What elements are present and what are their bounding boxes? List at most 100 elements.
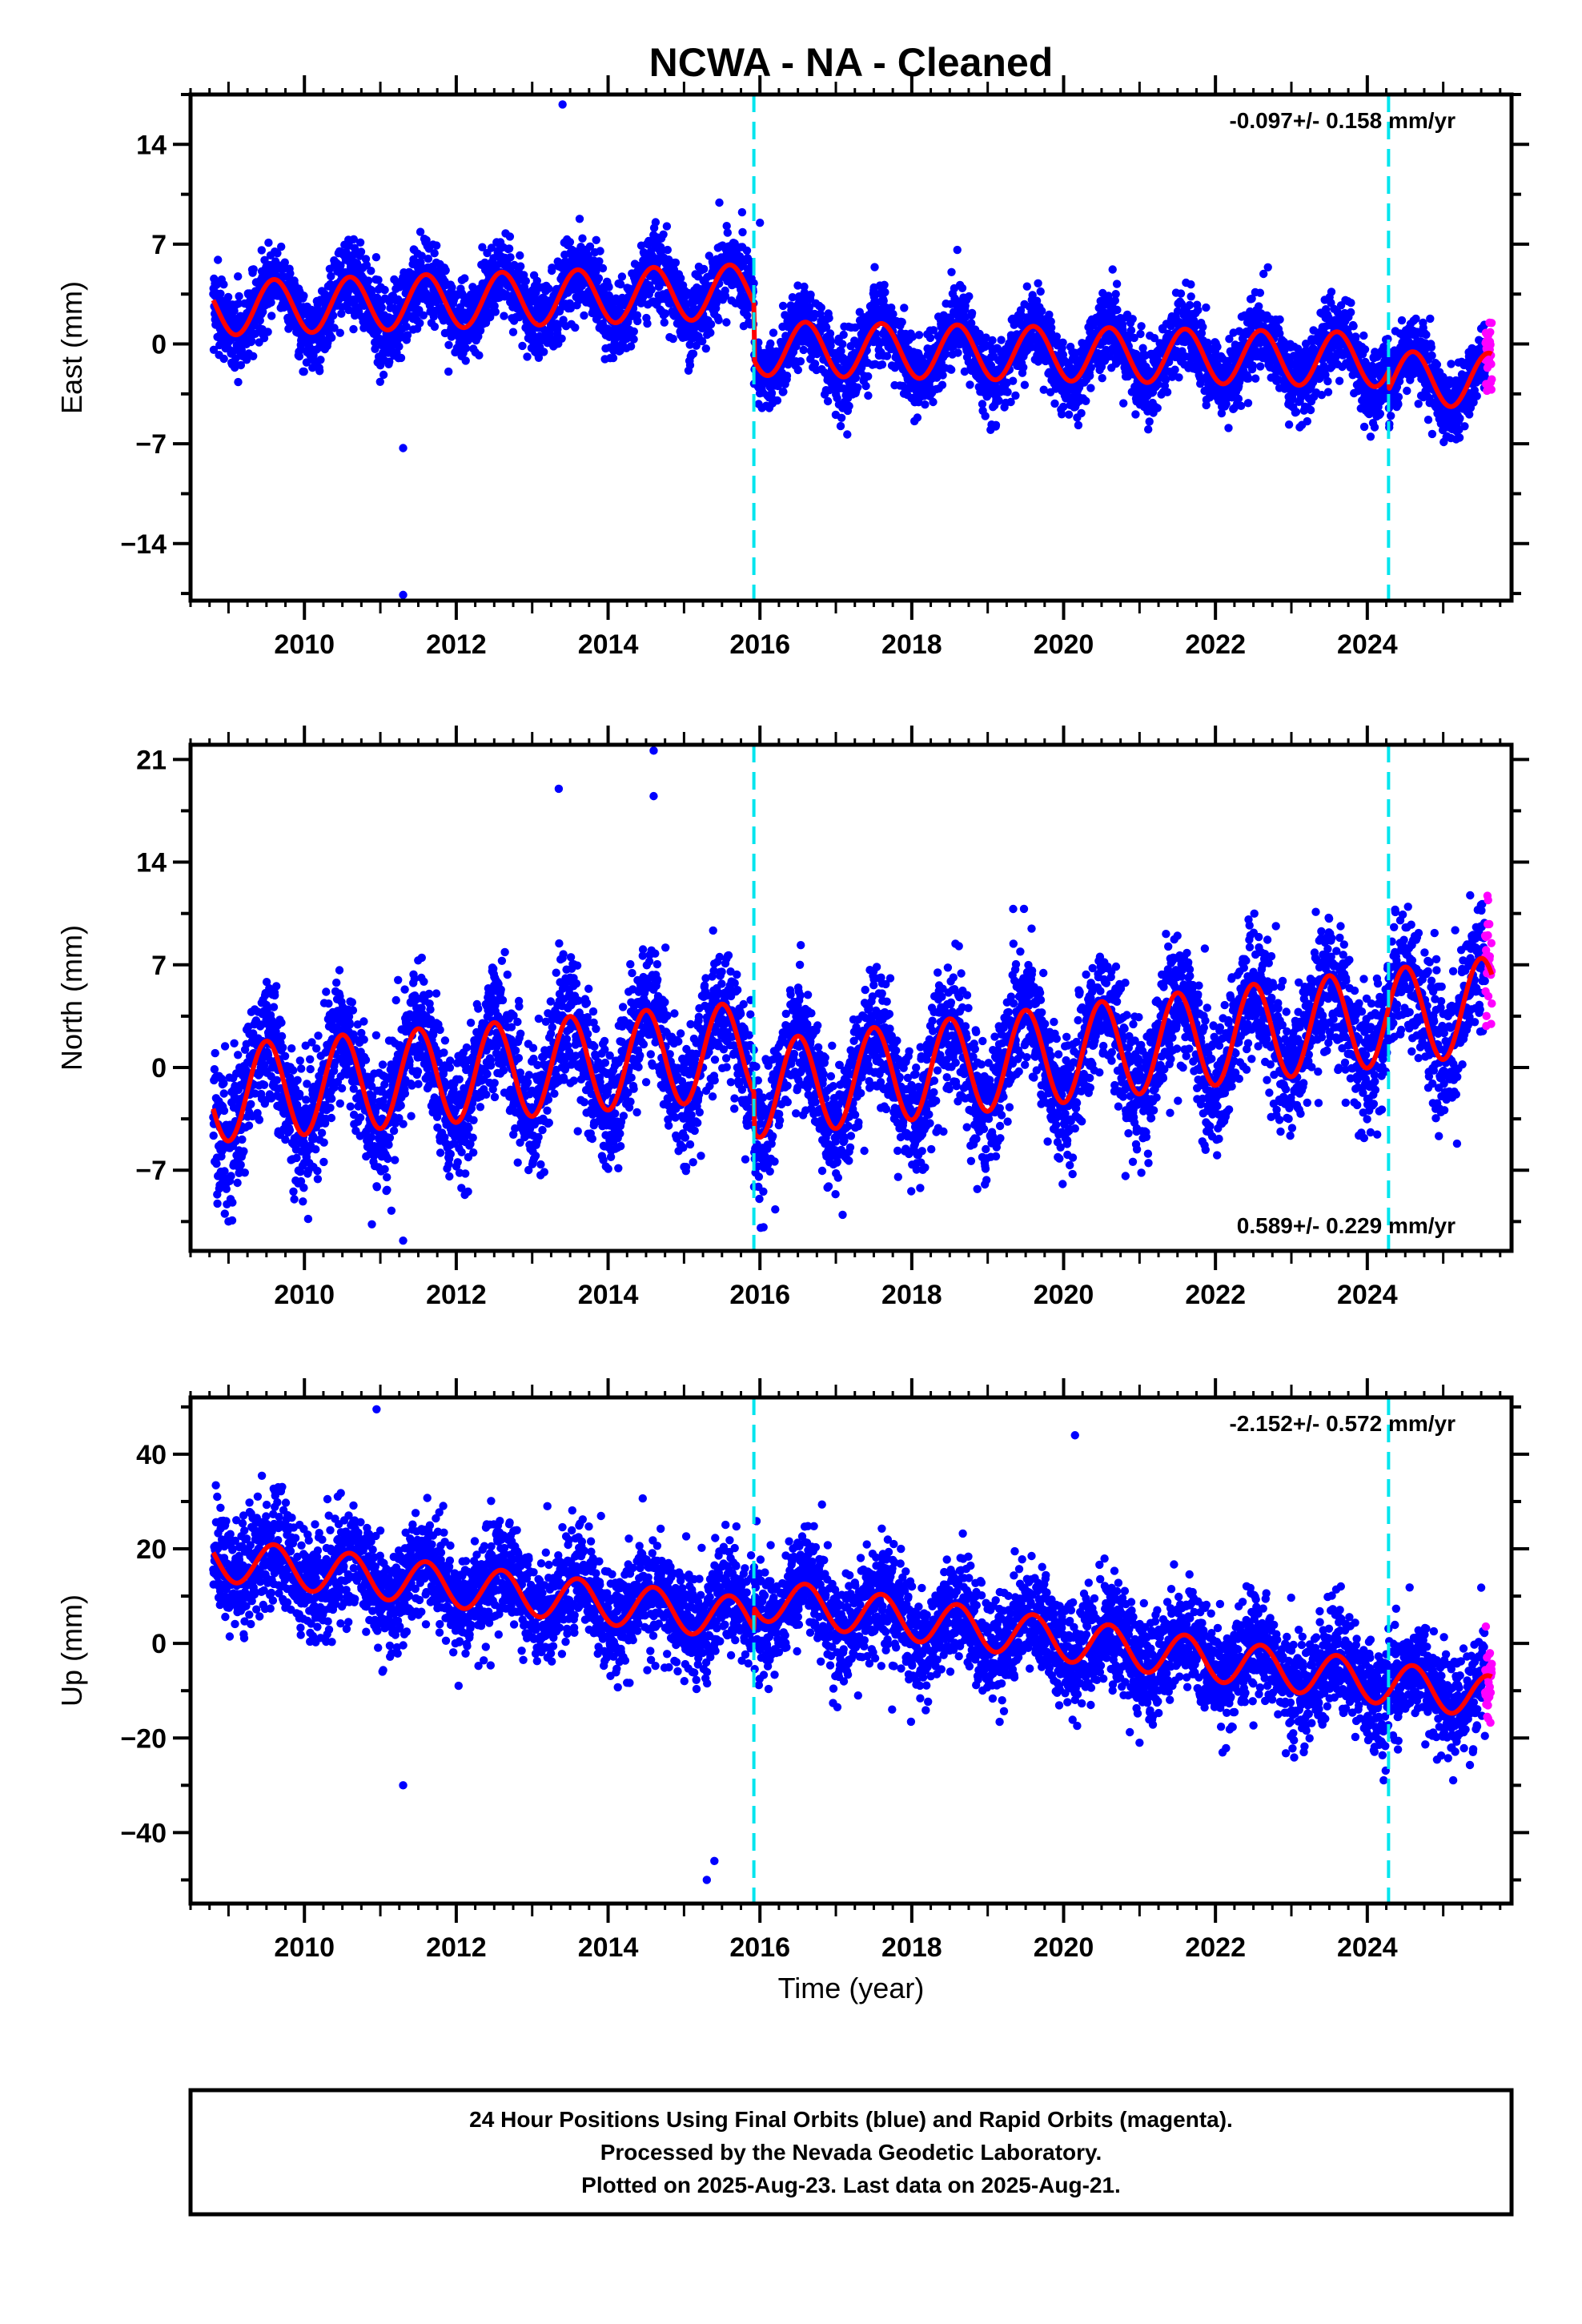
final-point <box>671 258 681 267</box>
final-point <box>299 367 308 376</box>
final-point <box>737 207 747 217</box>
final-point <box>1022 282 1032 291</box>
final-point <box>416 319 424 328</box>
final-point <box>380 285 389 295</box>
final-point <box>870 263 879 271</box>
final-point <box>700 264 709 274</box>
final-point <box>1086 372 1094 380</box>
final-point <box>594 274 604 283</box>
final-point <box>330 324 339 332</box>
final-point <box>516 262 525 271</box>
final-point <box>889 310 897 319</box>
final-point <box>580 311 588 320</box>
final-point <box>327 271 335 281</box>
final-point <box>403 331 412 340</box>
final-point <box>506 253 515 262</box>
final-point <box>476 326 485 335</box>
final-point <box>1303 416 1312 426</box>
final-point <box>1003 388 1012 396</box>
final-point <box>1047 324 1056 332</box>
final-point <box>257 246 266 255</box>
final-point <box>475 351 484 360</box>
final-point <box>723 228 732 237</box>
final-point <box>1113 305 1122 315</box>
final-point <box>965 292 974 301</box>
final-point <box>839 330 848 340</box>
final-point <box>280 258 289 267</box>
final-point <box>773 396 782 405</box>
final-point <box>277 242 286 251</box>
final-point <box>997 336 1006 344</box>
final-point <box>367 267 375 275</box>
final-point <box>938 371 947 380</box>
final-point <box>629 335 638 344</box>
final-point <box>264 238 273 247</box>
final-point <box>249 265 258 274</box>
final-point <box>947 365 956 374</box>
final-point <box>534 353 544 362</box>
final-point <box>1038 307 1046 316</box>
final-point <box>1349 322 1358 331</box>
chart-panels: 2010 2012 2014 2016 2018 2020 2022 2024−14−7071… <box>55 75 1529 1963</box>
final-point <box>825 329 835 338</box>
final-point <box>715 198 724 207</box>
final-point <box>500 312 508 320</box>
final-point <box>793 365 802 375</box>
final-point <box>598 263 608 273</box>
final-point <box>779 388 788 396</box>
final-point <box>1162 388 1172 396</box>
final-point <box>417 251 426 260</box>
final-point <box>1256 362 1265 371</box>
final-point <box>359 324 368 332</box>
final-point <box>1306 405 1315 415</box>
final-point <box>374 275 383 284</box>
final-point <box>633 316 642 326</box>
final-point <box>1058 410 1066 419</box>
final-point <box>1036 287 1045 296</box>
final-point <box>441 266 450 275</box>
final-point <box>1323 376 1332 386</box>
final-point <box>806 290 815 300</box>
final-point <box>1098 374 1106 383</box>
final-point <box>540 348 548 356</box>
final-point <box>1202 303 1211 312</box>
final-point <box>1137 322 1146 331</box>
final-point <box>929 397 938 407</box>
final-point <box>714 316 723 324</box>
final-point <box>1327 287 1336 296</box>
final-point <box>1111 290 1120 299</box>
final-point <box>259 334 269 343</box>
final-point <box>302 358 311 367</box>
final-point <box>1251 374 1260 383</box>
final-point <box>782 372 792 380</box>
final-point <box>592 235 600 244</box>
final-point <box>900 304 909 312</box>
final-point <box>286 269 295 278</box>
final-point <box>249 352 258 360</box>
final-point <box>578 234 587 243</box>
east-points <box>209 100 1496 600</box>
final-point <box>518 341 527 351</box>
final-point <box>604 283 613 292</box>
final-point <box>1263 263 1272 271</box>
final-point <box>864 372 873 381</box>
final-point <box>1291 408 1301 416</box>
final-point <box>880 280 889 289</box>
final-point <box>685 360 695 370</box>
final-point <box>487 243 496 252</box>
final-point <box>329 311 338 320</box>
final-point <box>235 292 243 301</box>
final-point <box>659 230 668 239</box>
final-point <box>938 380 947 389</box>
final-point <box>364 276 373 285</box>
final-point <box>1144 425 1153 434</box>
final-point <box>1236 401 1246 410</box>
final-point <box>1119 399 1128 408</box>
final-point <box>689 349 698 358</box>
final-point <box>1020 380 1030 389</box>
final-point <box>1050 399 1059 408</box>
final-point <box>523 352 532 361</box>
final-point <box>643 319 652 328</box>
final-point <box>845 401 853 411</box>
final-point <box>219 354 228 364</box>
